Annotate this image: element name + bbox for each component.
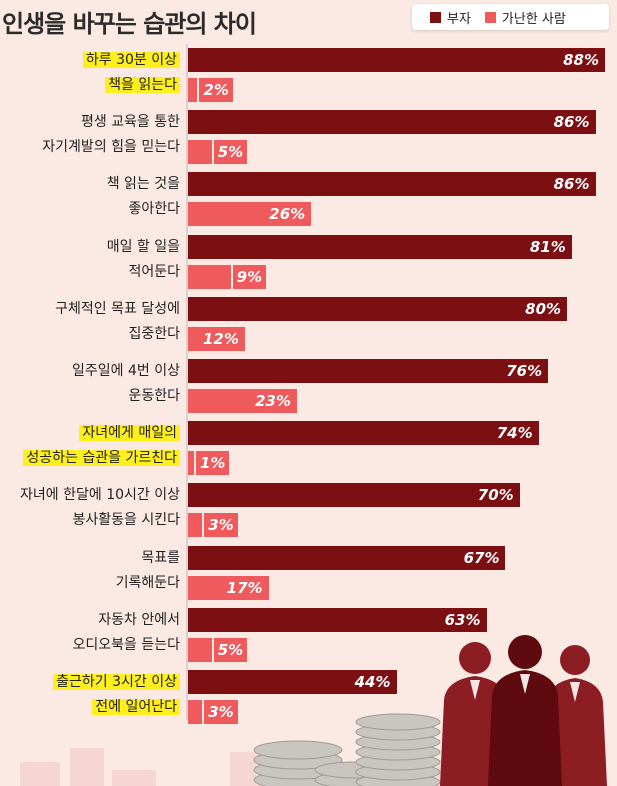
category-label-line: 일주일에 4번 이상 <box>72 363 180 379</box>
category-label-line: 집중한다 <box>128 325 180 342</box>
bar-poor: 3% <box>188 700 238 724</box>
legend-item-poor: 가난한 사람 <box>484 8 566 27</box>
category-label-line: 좋아한다 <box>128 201 180 218</box>
data-label-rich: 86% <box>553 175 590 194</box>
data-label-rich: 88% <box>563 51 599 69</box>
bar-poor: 1% <box>188 451 230 476</box>
bar-poor: 17% <box>188 575 269 600</box>
category-label-line: 적어둔다 <box>128 263 180 280</box>
category-label-line: 매일 할 일을 <box>106 238 180 255</box>
data-label-poor: 23% <box>255 392 291 410</box>
data-label-poor: 17% <box>226 578 263 597</box>
data-label-rich: 81% <box>529 237 566 256</box>
category-label-line: 자녀에 한달에 10시간 이상 <box>20 487 180 504</box>
data-label-rich: 74% <box>496 424 533 443</box>
bar-poor: 5% <box>188 637 248 662</box>
data-label-rich: 44% <box>354 673 391 691</box>
category-label-line: 책 읽는 것을 <box>106 176 180 193</box>
bar-poor: 9% <box>188 264 267 289</box>
legend-label-poor: 가난한 사람 <box>501 11 566 27</box>
bar-rich: 70% <box>188 483 520 508</box>
data-label-poor: 5% <box>213 140 248 165</box>
category-label-line: 자동차 안에서 <box>98 611 180 628</box>
bar-rich: 63% <box>188 607 487 632</box>
bar-rich: 80% <box>188 296 568 321</box>
coin-stacks-illustration <box>253 713 441 786</box>
data-label-rich: 86% <box>553 113 590 132</box>
data-label-poor: 3% <box>204 513 238 538</box>
bar-poor: 3% <box>188 513 238 538</box>
bar-rich: 44% <box>188 670 397 694</box>
bar-poor: 12% <box>188 326 245 351</box>
category-label-line: 운동한다 <box>128 388 180 404</box>
category-label-line: 봉사활동을 시킨다 <box>72 512 181 529</box>
data-label-poor: 3% <box>204 700 238 724</box>
data-label-poor: 5% <box>213 637 248 662</box>
category-label-line: 전에 일어난다 <box>92 699 180 715</box>
legend-item-rich: 부자 <box>430 8 471 27</box>
category-label-line: 목표를 <box>141 549 180 566</box>
chart-title: 인생을 바꾸는 습관의 차이 <box>2 10 257 38</box>
category-label-line: 오디오북을 듣는다 <box>72 636 181 653</box>
category-label-line: 자기계발의 힘을 믿는다 <box>42 139 180 156</box>
category-label-line: 책을 읽는다 <box>105 77 180 93</box>
legend-swatch-rich <box>430 11 441 23</box>
category-label-line: 성공하는 습관을 가르친다 <box>23 450 180 467</box>
data-label-poor: 12% <box>202 329 239 348</box>
bar-rich: 67% <box>188 545 506 570</box>
bar-rich: 76% <box>188 359 549 383</box>
category-label-line: 평생 교육을 통한 <box>80 114 180 131</box>
category-label-line: 자녀에게 매일의 <box>79 425 180 442</box>
data-label-poor: 9% <box>232 264 267 289</box>
bar-rich: 81% <box>188 234 572 259</box>
bar-rich: 74% <box>188 421 539 446</box>
data-label-rich: 63% <box>444 610 481 629</box>
data-label-rich: 70% <box>477 486 514 505</box>
bar-poor: 26% <box>188 202 312 227</box>
legend-label-rich: 부자 <box>447 11 471 27</box>
bar-rich: 86% <box>188 172 596 197</box>
category-label-line: 구체적인 목표 달성에 <box>55 300 180 317</box>
legend: 부자 가난한 사람 <box>412 4 609 30</box>
category-label-line: 출근하기 3시간 이상 <box>53 674 180 690</box>
bar-poor: 2% <box>188 78 233 102</box>
category-label-line: 하루 30분 이상 <box>82 52 180 68</box>
bar-rich: 88% <box>188 48 605 72</box>
legend-swatch-poor <box>484 11 496 23</box>
data-label-poor: 2% <box>199 78 233 102</box>
bar-rich: 86% <box>188 110 596 135</box>
bar-poor: 23% <box>188 389 297 413</box>
category-label-line: 기록해둔다 <box>115 574 180 591</box>
businessmen-illustration <box>440 635 607 786</box>
data-label-rich: 80% <box>525 299 562 318</box>
bar-poor: 5% <box>188 140 248 165</box>
category-axis-line <box>186 44 188 720</box>
data-label-poor: 26% <box>269 205 306 224</box>
data-label-rich: 76% <box>506 362 543 380</box>
data-label-poor: 1% <box>196 451 230 476</box>
data-label-rich: 67% <box>463 548 500 567</box>
